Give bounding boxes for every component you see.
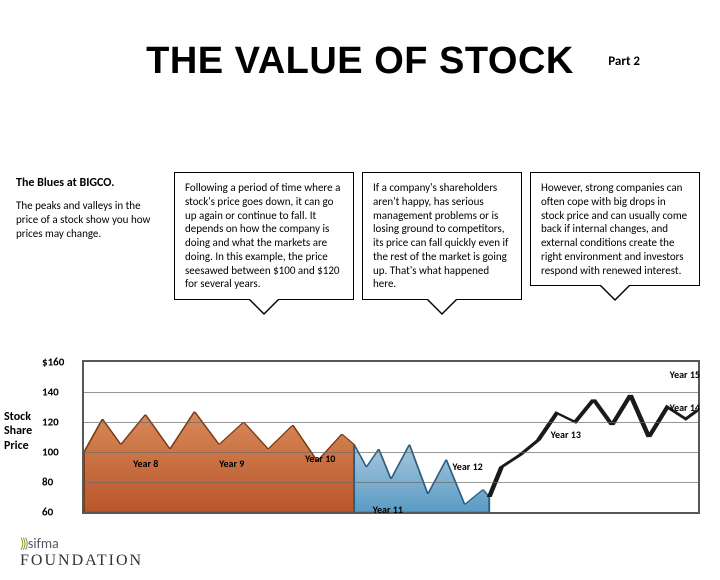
year-label: Year 10	[305, 452, 335, 465]
grid-line	[84, 392, 698, 393]
y-axis-label-2: Share	[4, 424, 32, 438]
year-label-right: Year 14	[670, 401, 700, 414]
column-callout-3: However, strong companies can often cope…	[530, 172, 700, 300]
callout-drop: If a company's shareholders aren't happy…	[362, 172, 522, 300]
grid-line	[84, 452, 698, 453]
y-axis-label-3: Price	[4, 439, 32, 453]
chart-svg	[84, 362, 698, 512]
sifma-logo: sifma FOUNDATION	[20, 535, 143, 570]
callout-recover-text: However, strong companies can often cope…	[541, 181, 687, 277]
y-tick: 60	[42, 506, 53, 519]
y-tick: 100	[42, 446, 59, 459]
column-callout-2: If a company's shareholders aren't happy…	[362, 172, 522, 300]
year-label: Year 12	[452, 460, 482, 473]
column-intro-body: The peaks and valleys in the price of a …	[16, 199, 158, 240]
column-intro: The Blues at BIGCO. The peaks and valley…	[16, 172, 166, 300]
callout-drop-text: If a company's shareholders aren't happy…	[373, 181, 508, 290]
y-axis-label: Stock Share Price	[4, 410, 32, 453]
y-axis-label-1: Stock	[4, 410, 32, 424]
logo-sifma: sifma	[20, 535, 143, 552]
year-label: Year 9	[219, 457, 244, 470]
year-label: Year 13	[551, 428, 581, 441]
callout-seesaw: Following a period of time where a stock…	[174, 172, 354, 300]
logo-foundation: FOUNDATION	[20, 552, 143, 570]
text-columns: The Blues at BIGCO. The peaks and valley…	[16, 172, 704, 300]
y-tick: 120	[42, 416, 59, 429]
callout-seesaw-text: Following a period of time where a stock…	[185, 181, 340, 290]
blue-area	[354, 445, 489, 513]
stock-chart: $1601401201008060Year 8Year 9Year 10Year…	[82, 360, 700, 514]
y-tick: 140	[42, 386, 59, 399]
grid-line	[84, 422, 698, 423]
grid-line	[84, 482, 698, 483]
year-label: Year 11	[373, 503, 403, 516]
callout-recover: However, strong companies can often cope…	[530, 172, 700, 286]
part-label: Part 2	[608, 54, 640, 69]
column-callout-1: Following a period of time where a stock…	[174, 172, 354, 300]
year-label: Year 8	[133, 457, 158, 470]
y-tick: 80	[42, 476, 53, 489]
column-intro-heading: The Blues at BIGCO.	[16, 176, 158, 191]
y-tick: $160	[42, 356, 64, 369]
year-label-right: Year 15	[670, 368, 700, 381]
